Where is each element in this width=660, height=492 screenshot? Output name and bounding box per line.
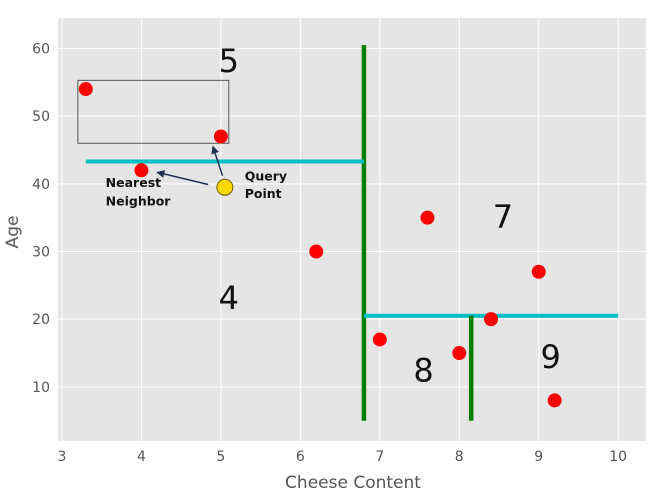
annotation-arrows xyxy=(156,145,224,186)
data-point-2 xyxy=(134,163,149,178)
annotation-label-1: Point xyxy=(245,186,282,201)
y-tick-labels: 10 20 30 40 50 60 xyxy=(32,41,50,395)
x-tick-label-8: 8 xyxy=(455,449,464,465)
annotation-label-0: Query xyxy=(245,168,287,183)
region-label-7: 7 xyxy=(493,198,513,236)
x-tick-labels: 3 4 5 6 7 8 9 10 xyxy=(58,449,628,465)
x-tick-label-9: 9 xyxy=(534,449,543,465)
data-point-4 xyxy=(420,210,435,225)
x-tick-label-7: 7 xyxy=(375,449,384,465)
x-tick-label-3: 3 xyxy=(58,449,67,465)
region-label-8: 8 xyxy=(413,351,433,389)
data-point-3 xyxy=(309,244,324,259)
region-label-4: 4 xyxy=(219,279,239,317)
data-point-9 xyxy=(547,393,562,408)
y-tick-label-60: 60 xyxy=(32,41,50,57)
x-axis-title: Cheese Content xyxy=(285,473,421,492)
y-tick-label-10: 10 xyxy=(32,380,50,396)
data-point-1 xyxy=(213,129,228,144)
plot-area xyxy=(58,18,646,441)
query-point xyxy=(216,178,234,196)
data-point-0 xyxy=(78,82,93,97)
y-tick-label-30: 30 xyxy=(32,244,50,260)
x-tick-label-5: 5 xyxy=(216,449,225,465)
y-tick-label-50: 50 xyxy=(32,109,50,125)
x-tick-label-10: 10 xyxy=(609,449,627,465)
data-points xyxy=(78,82,562,408)
region-label-5: 5 xyxy=(219,42,239,80)
x-tick-label-4: 4 xyxy=(137,449,146,465)
query-point-layer xyxy=(216,178,234,196)
annotation-label-2: Nearest xyxy=(106,175,161,190)
search-box-layer xyxy=(77,79,230,144)
search-box xyxy=(77,79,230,144)
annotation-label-3: Neighbor xyxy=(106,193,172,208)
y-tick-label-20: 20 xyxy=(32,312,50,328)
data-point-5 xyxy=(531,264,546,279)
annotation-labels: Query Point Nearest Neighbor xyxy=(106,168,287,208)
data-point-6 xyxy=(484,312,499,327)
arrow-1 xyxy=(156,170,209,186)
data-point-7 xyxy=(372,332,387,347)
data-point-8 xyxy=(452,346,467,361)
grid-lines xyxy=(58,18,646,441)
y-axis-title: Age xyxy=(3,216,23,249)
region-labels: 5 4 7 8 9 xyxy=(219,42,561,389)
y-tick-label-40: 40 xyxy=(32,177,50,193)
arrow-0 xyxy=(211,145,224,176)
region-label-9: 9 xyxy=(540,338,560,376)
x-tick-label-6: 6 xyxy=(296,449,305,465)
